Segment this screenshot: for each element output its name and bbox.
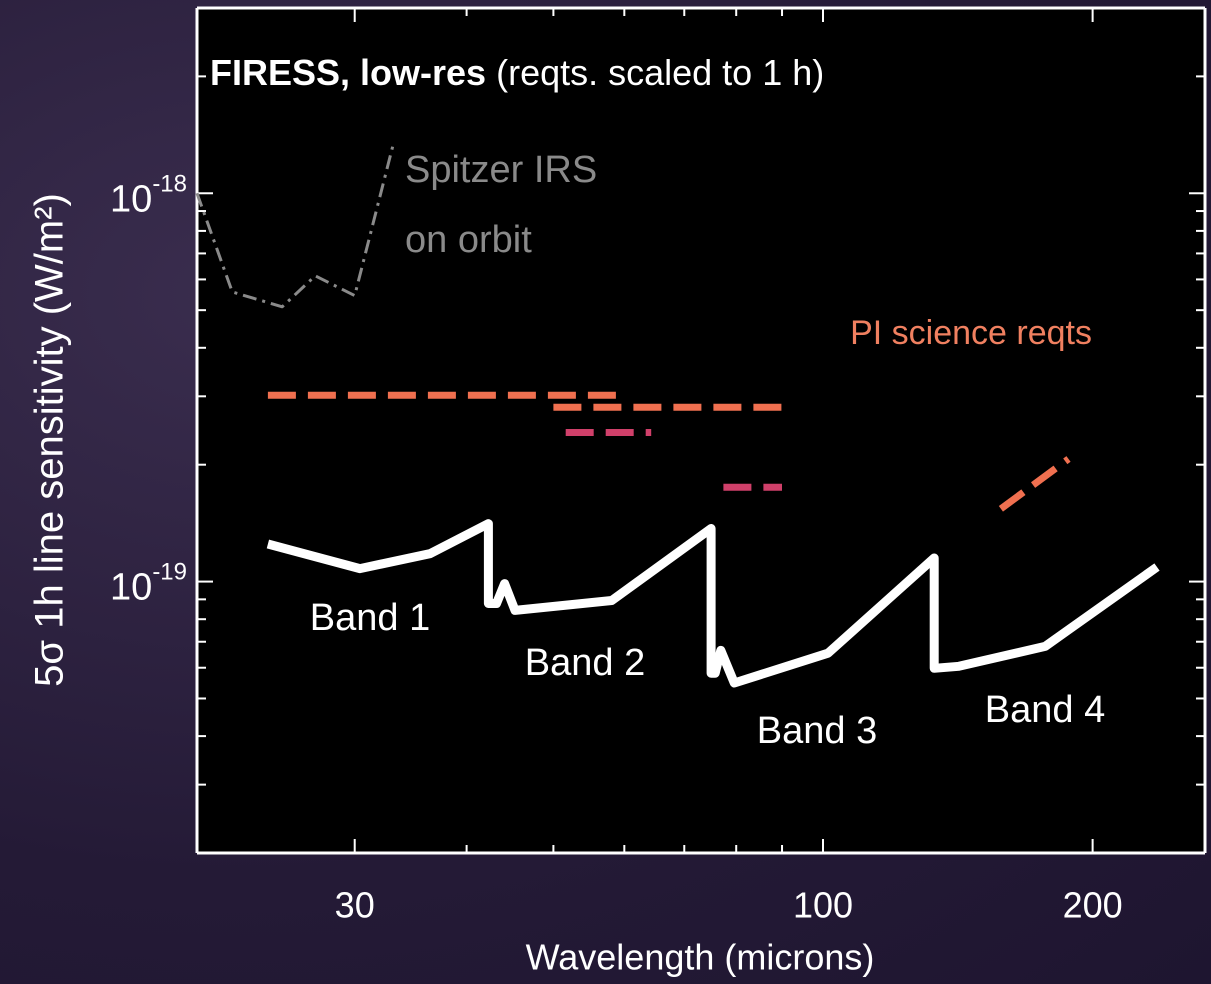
chart-title: FIRESS, low-res (reqts. scaled to 1 h): [210, 52, 824, 93]
annotation: Band 1: [310, 597, 430, 639]
y-tick-base: 10: [110, 178, 152, 220]
title-note: (reqts. scaled to 1 h): [496, 52, 824, 93]
annotation: Band 2: [525, 642, 645, 684]
y-axis-label: 5σ 1h line sensitivity (W/m²): [28, 193, 72, 687]
y-tick-label: 10-19: [110, 559, 187, 609]
annotation: Spitzer IRS: [405, 149, 597, 191]
y-tick-exponent: -18: [152, 171, 187, 198]
annotation: on orbit: [405, 219, 532, 261]
annotation: Band 3: [757, 710, 877, 752]
x-axis-label: Wavelength (microns): [526, 937, 875, 978]
x-tick-label: 200: [1063, 885, 1123, 926]
y-tick-exponent: -19: [152, 559, 187, 586]
annotation: PI science reqts: [850, 314, 1092, 352]
series-line: [195, 144, 395, 309]
y-tick-base: 10: [110, 567, 152, 609]
plot-area: [197, 8, 1205, 853]
series-line: [266, 519, 1160, 688]
title-main: FIRESS, low-res: [210, 52, 486, 93]
y-tick-label: 10-18: [110, 171, 187, 221]
x-tick-label: 30: [335, 885, 375, 926]
annotation: Band 4: [985, 689, 1105, 731]
x-tick-label: 100: [793, 885, 853, 926]
series-line: [998, 456, 1071, 512]
